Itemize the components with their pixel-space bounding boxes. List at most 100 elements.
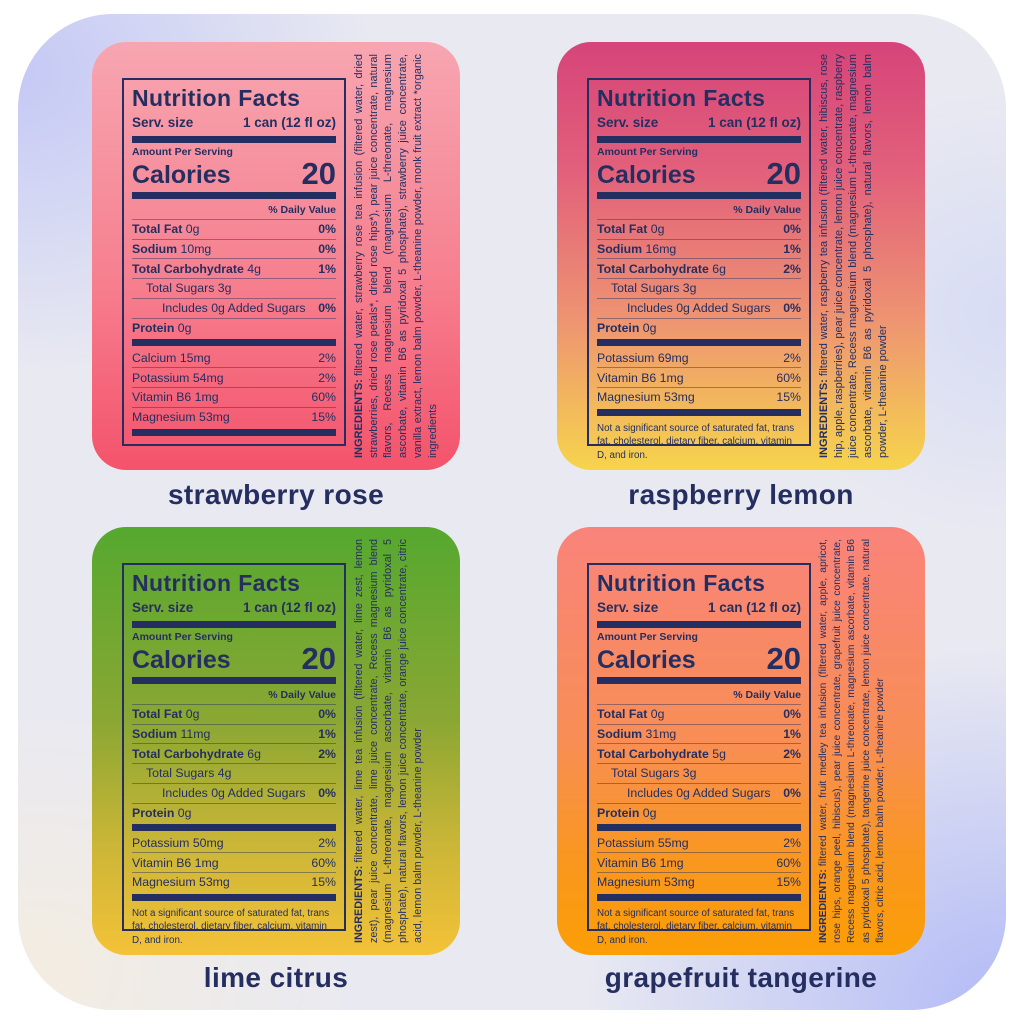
- nutrient-name: Protein 0g: [597, 321, 657, 336]
- nutrient-rows: Total Fat 0g 0% Sodium 10mg 0% Total Carbohy…: [132, 220, 336, 338]
- nutrient-row: Sodium 31mg 1%: [597, 723, 801, 744]
- daily-value-percent: 2%: [318, 835, 336, 850]
- nutrient-name: Potassium 54mg: [132, 370, 224, 385]
- nutrient-row: Potassium 50mg 2%: [132, 833, 336, 852]
- nutrient-name: Total Carbohydrate 5g: [597, 746, 726, 761]
- serving-size-value: 1 can (12 fl oz): [707, 115, 801, 131]
- nutrient-name: Protein 0g: [132, 806, 192, 821]
- divider-thick: [132, 676, 336, 684]
- nutrient-row: Total Fat 0g 0%: [132, 220, 336, 239]
- nutrient-name: Sodium 10mg: [132, 241, 212, 256]
- nutrient-row: Protein 0g: [132, 802, 336, 823]
- nutrient-row: Includes 0g Added Sugars 0%: [597, 782, 801, 803]
- nutrient-row: Potassium 54mg 2%: [132, 367, 336, 387]
- divider-thick: [132, 339, 336, 347]
- nutrition-facts-title: Nutrition Facts: [132, 85, 301, 111]
- ingredients-text: INGREDIENTS:filtered water, lime tea inf…: [352, 539, 456, 943]
- daily-value-percent: 1%: [318, 726, 336, 741]
- serving-size-row: Serv. size 1 can (12 fl oz): [132, 115, 336, 134]
- daily-value-percent: 1%: [783, 726, 801, 741]
- ingredients-strip: INGREDIENTS:filtered water, lime tea inf…: [352, 539, 456, 943]
- divider-thick: [597, 191, 801, 199]
- daily-value-percent: 2%: [318, 350, 336, 365]
- nutrient-row: Total Fat 0g 0%: [132, 705, 336, 724]
- divider-thick: [597, 824, 801, 832]
- serving-size-row: Serv. size 1 can (12 fl oz): [597, 600, 801, 619]
- nutrient-row: Sodium 10mg 0%: [132, 238, 336, 259]
- nutrient-name: Potassium 69mg: [597, 350, 689, 365]
- calories-row: Calories 20: [597, 158, 801, 190]
- nutrition-facts-panel: Nutrition Facts Serv. size 1 can (12 fl …: [587, 563, 811, 946]
- calories-label: Calories: [132, 161, 231, 190]
- daily-value-percent: 15%: [776, 875, 801, 890]
- serving-size-label: Serv. size: [597, 600, 659, 616]
- nutrient-name: Vitamin B6 1mg: [132, 390, 219, 405]
- daily-value-percent: 0%: [783, 786, 801, 801]
- daily-value-percent: 1%: [318, 261, 336, 276]
- nutrient-name: Includes 0g Added Sugars: [627, 301, 771, 316]
- amount-per-serving-label: Amount Per Serving: [132, 631, 233, 644]
- serving-size-value: 1 can (12 fl oz): [707, 600, 801, 616]
- amount-per-serving-label: Amount Per Serving: [597, 146, 698, 159]
- ingredients-strip: INGREDIENTS:filtered water, raspberry te…: [817, 54, 921, 458]
- flavor-caption-grapefruit-tangerine: grapefruit tangerine: [604, 962, 878, 993]
- calories-label: Calories: [597, 161, 696, 190]
- nutrient-name: Total Carbohydrate 4g: [132, 261, 261, 276]
- daily-value-percent: 15%: [776, 390, 801, 405]
- ingredients-strip: INGREDIENTS:filtered water, strawberry r…: [352, 54, 456, 458]
- nutrient-name: Potassium 55mg: [597, 835, 689, 850]
- nutrient-name: Total Carbohydrate 6g: [132, 746, 261, 761]
- nutrient-name: Total Sugars 3g: [611, 766, 697, 781]
- daily-value-percent: 0%: [783, 301, 801, 316]
- daily-value-percent: 15%: [311, 410, 336, 425]
- daily-value-percent: 1%: [783, 241, 801, 256]
- nutrient-row: Total Fat 0g 0%: [597, 220, 801, 239]
- serving-size-label: Serv. size: [132, 115, 194, 131]
- divider-thick: [597, 676, 801, 684]
- nutrient-row: Total Sugars 4g: [132, 763, 336, 783]
- calories-row: Calories 20: [597, 641, 801, 677]
- nutrient-name: Total Fat 0g: [597, 707, 665, 722]
- divider-thick: [132, 893, 336, 901]
- nutrition-facts-panel: Nutrition Facts Serv. size 1 can (12 fl …: [587, 78, 811, 461]
- nutrient-row: Calcium 15mg 2%: [132, 348, 336, 367]
- nutrient-row: Total Carbohydrate 6g 2%: [597, 258, 801, 278]
- ingredients-prefix: INGREDIENTS:: [818, 869, 829, 943]
- daily-value-header: % Daily Value: [597, 686, 801, 705]
- divider-thick: [132, 428, 336, 436]
- daily-value-percent: 60%: [776, 855, 801, 870]
- divider-thick: [132, 136, 336, 144]
- nutrient-row: Magnesium 53mg 15%: [132, 871, 336, 892]
- daily-value-percent: 0%: [318, 786, 336, 801]
- flavor-card-lime-citrus: Nutrition Facts Serv. size 1 can (12 fl …: [92, 527, 460, 955]
- ingredients-prefix: INGREDIENTS:: [818, 379, 830, 458]
- nutrition-facts-panel: Nutrition Facts Serv. size 1 can (12 fl …: [122, 78, 346, 446]
- calories-value: 20: [301, 156, 336, 192]
- nutrient-name: Includes 0g Added Sugars: [162, 786, 306, 801]
- mineral-rows: Potassium 50mg 2% Vitamin B6 1mg 60% Magnesi…: [132, 833, 336, 891]
- ingredients-text: INGREDIENTS:filtered water, strawberry r…: [352, 54, 456, 458]
- nutrient-row: Potassium 55mg 2%: [597, 833, 801, 852]
- flavor-card-raspberry-lemon: Nutrition Facts Serv. size 1 can (12 fl …: [557, 42, 925, 470]
- nutrient-row: Magnesium 53mg 15%: [132, 406, 336, 427]
- nutrient-row: Total Sugars 3g: [132, 278, 336, 298]
- mineral-rows: Potassium 69mg 2% Vitamin B6 1mg 60% Magnesi…: [597, 348, 801, 406]
- nutrient-name: Total Sugars 3g: [611, 281, 697, 296]
- nutrient-name: Potassium 50mg: [132, 835, 224, 850]
- flavor-caption-lime-citrus: lime citrus: [203, 962, 349, 993]
- daily-value-percent: 15%: [311, 875, 336, 890]
- nutrient-name: Protein 0g: [597, 806, 657, 821]
- daily-value-percent: 2%: [783, 350, 801, 365]
- serving-size-value: 1 can (12 fl oz): [242, 115, 336, 131]
- divider-thick: [597, 893, 801, 901]
- nutrient-rows: Total Fat 0g 0% Sodium 31mg 1% Total Carbohy…: [597, 705, 801, 823]
- nutrient-row: Total Carbohydrate 4g 1%: [132, 258, 336, 278]
- calories-value: 20: [766, 641, 801, 677]
- nutrient-row: Vitamin B6 1mg 60%: [597, 367, 801, 387]
- daily-value-percent: 60%: [311, 855, 336, 870]
- footnote: Not a significant source of saturated fa…: [597, 422, 795, 462]
- calories-row: Calories 20: [132, 156, 336, 192]
- nutrient-row: Potassium 69mg 2%: [597, 348, 801, 367]
- nutrient-rows: Total Fat 0g 0% Sodium 16mg 1% Total Carbohy…: [597, 220, 801, 338]
- flavor-card-grapefruit-tangerine: Nutrition Facts Serv. size 1 can (12 fl …: [557, 527, 925, 955]
